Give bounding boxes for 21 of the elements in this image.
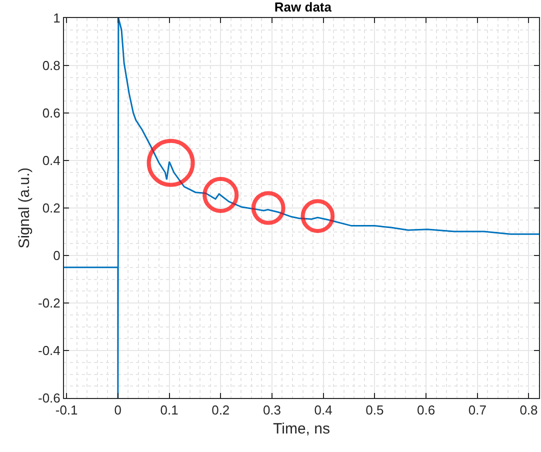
x-tick-label: 0.5 [366, 402, 384, 418]
x-tick-label: 0.8 [520, 402, 538, 418]
x-tick-label: 0 [114, 402, 122, 418]
y-tick-label: -0.2 [38, 296, 60, 311]
x-tick-label: 0.2 [212, 402, 230, 418]
y-tick-label: 0 [53, 248, 60, 264]
x-axis-title: Time, ns [273, 420, 330, 438]
y-tick-label: 0.2 [42, 200, 60, 216]
line-series [64, 18, 539, 398]
x-tick-label: 0.4 [314, 402, 332, 418]
x-tick-label: 0.6 [416, 402, 436, 418]
y-tick-label: 0.6 [42, 106, 60, 121]
y-tick-label: -0.4 [38, 343, 60, 358]
x-tick-label: 0.1 [160, 402, 178, 418]
y-axis-title: Signal (a.u.) [16, 168, 34, 248]
y-tick-label: 1 [53, 10, 60, 26]
x-tick-label: 0.3 [262, 402, 282, 418]
x-tick-label: 0.7 [468, 402, 486, 418]
chart-title: Raw data [274, 0, 332, 14]
y-tick-label: 0.8 [42, 58, 60, 74]
y-tick-label: 0.4 [42, 153, 60, 168]
